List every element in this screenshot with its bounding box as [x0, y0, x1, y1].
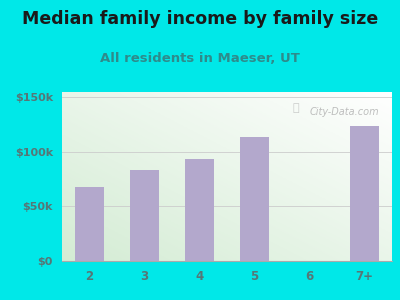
- Text: Ⓠ: Ⓠ: [293, 103, 300, 113]
- Bar: [185, 159, 214, 261]
- Bar: [350, 127, 379, 261]
- Bar: [75, 187, 104, 261]
- Bar: [240, 137, 269, 261]
- Text: Median family income by family size: Median family income by family size: [22, 11, 378, 28]
- Text: All residents in Maeser, UT: All residents in Maeser, UT: [100, 52, 300, 65]
- Bar: [130, 170, 159, 261]
- Text: City-Data.com: City-Data.com: [309, 107, 379, 117]
